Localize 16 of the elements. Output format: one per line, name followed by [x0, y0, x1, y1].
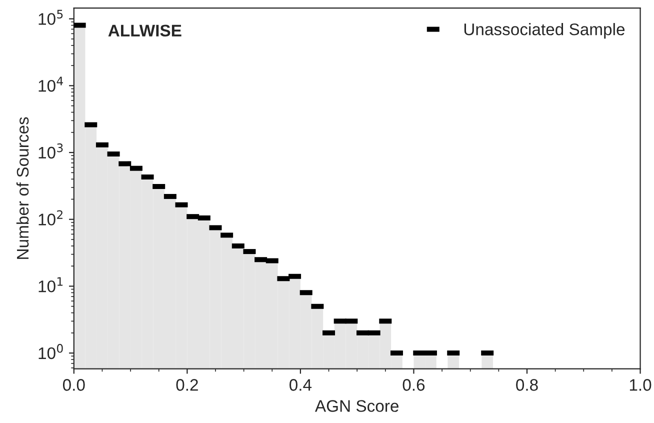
x-tick-label: 0.6 — [402, 379, 425, 391]
x-tick-label: 1.0 — [630, 379, 652, 391]
legend-label: Unassociated Sample — [464, 23, 625, 39]
x-tick-label: 0.2 — [176, 379, 198, 391]
x-axis-title: AGN Score — [314, 400, 398, 412]
annotation: ALLWISE — [108, 24, 182, 37]
x-tick-label: 0.4 — [290, 379, 312, 391]
y-tick-label: 10$^{3}$ — [38, 143, 63, 159]
y-tick-label: 10$^{0}$ — [38, 344, 63, 360]
y-tick-label: 10$^{1}$ — [38, 277, 63, 292]
y-tick-label: 10$^{4}$ — [38, 76, 63, 92]
x-tick-label: 0.8 — [516, 379, 538, 391]
y-tick-label: 10$^{2}$ — [38, 210, 62, 226]
x-tick-label: 0.0 — [62, 379, 85, 391]
y-axis-title: Number of Sources — [16, 117, 29, 259]
y-tick-label: 10$^{5}$ — [38, 10, 63, 25]
